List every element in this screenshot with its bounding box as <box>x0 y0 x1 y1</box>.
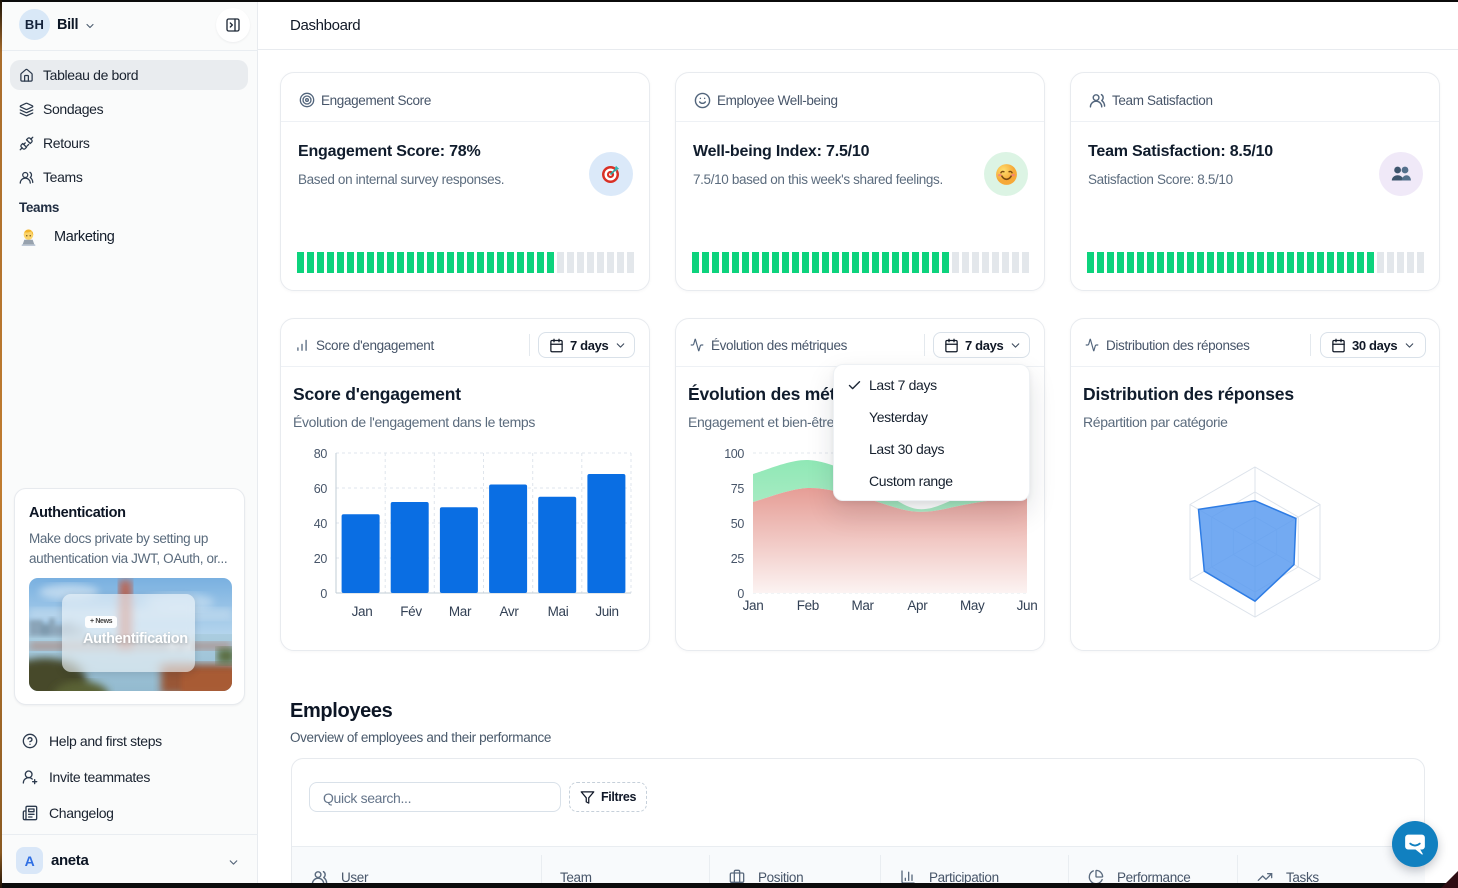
svg-text:Jun: Jun <box>1017 598 1038 613</box>
svg-text:Juin: Juin <box>595 604 618 619</box>
svg-text:Apr: Apr <box>907 598 928 613</box>
svg-text:Jan: Jan <box>352 604 373 619</box>
svg-text:Fév: Fév <box>400 604 422 619</box>
svg-text:Mar: Mar <box>449 604 472 619</box>
svg-text:20: 20 <box>314 552 328 566</box>
svg-text:40: 40 <box>314 517 328 531</box>
svg-text:100: 100 <box>724 447 744 461</box>
svg-text:25: 25 <box>731 552 745 566</box>
svg-text:Feb: Feb <box>797 598 819 613</box>
svg-text:Mar: Mar <box>851 598 874 613</box>
svg-text:80: 80 <box>314 447 328 461</box>
svg-text:Avr: Avr <box>500 604 520 619</box>
svg-text:50: 50 <box>731 517 745 531</box>
svg-text:Mai: Mai <box>548 604 569 619</box>
svg-text:Jan: Jan <box>743 598 764 613</box>
svg-text:0: 0 <box>737 587 744 601</box>
svg-text:0: 0 <box>320 587 327 601</box>
svg-text:60: 60 <box>314 482 328 496</box>
svg-text:May: May <box>960 598 985 613</box>
svg-text:75: 75 <box>731 482 745 496</box>
